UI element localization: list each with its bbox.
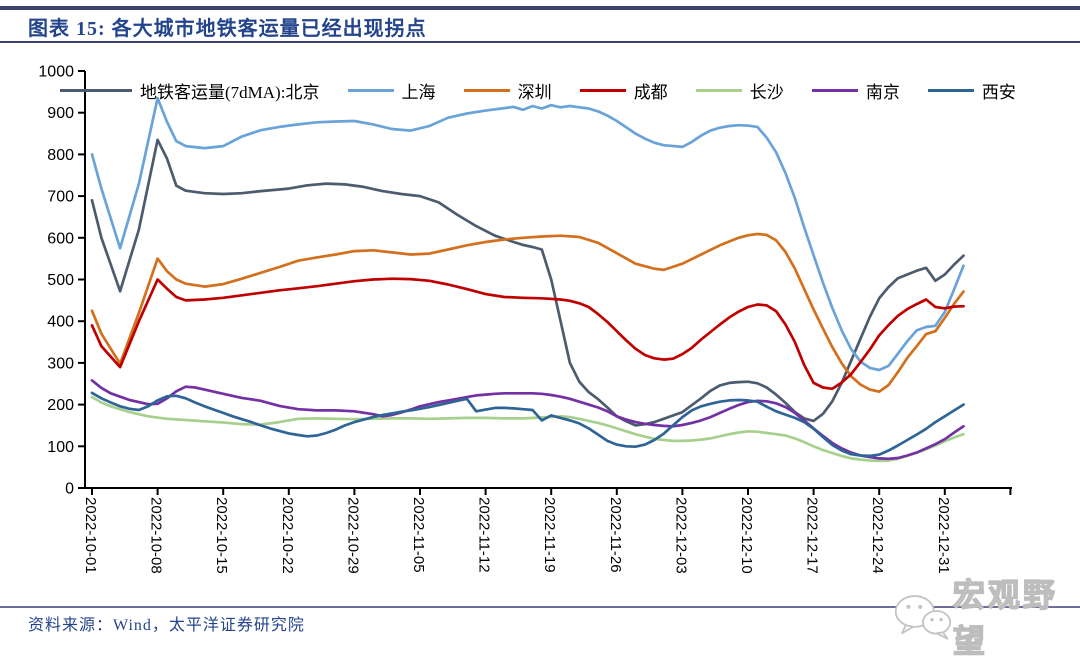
legend-label-changsha: 长沙 <box>749 83 784 102</box>
y-tick-label: 100 <box>47 439 74 456</box>
x-tick-label: 2022-11-12 <box>476 497 493 573</box>
series-line-xian <box>90 391 965 458</box>
x-tick-label: 2022-10-29 <box>344 497 361 574</box>
page-title: 图表 15: 各大城市地铁客运量已经出现拐点 <box>28 18 427 40</box>
series-line-shanghai <box>90 96 965 372</box>
watermark-text: 宏观野望 <box>952 576 1058 659</box>
x-tick-label: 2022-11-05 <box>410 497 427 573</box>
legend-item-changsha: 长沙 <box>695 78 784 103</box>
legend-label-shenzhen: 深圳 <box>517 83 552 102</box>
x-tick-label: 2022-12-24 <box>869 497 886 574</box>
x-tick-label: 2022-10-08 <box>148 497 165 574</box>
y-tick-label: 400 <box>47 314 74 331</box>
legend-item-chengdu: 成都 <box>579 78 668 103</box>
series-line-nanjing <box>90 379 965 461</box>
x-tick-label: 2022-12-03 <box>672 497 689 574</box>
y-tick-label: 200 <box>47 397 74 414</box>
x-tick-label: 2022-10-15 <box>213 497 230 574</box>
legend-swatch-shanghai <box>347 89 394 92</box>
y-tick-label: 800 <box>47 147 74 164</box>
y-tick-label: 600 <box>47 230 74 247</box>
legend-swatch-chengdu <box>579 89 626 92</box>
x-tick-label: 2022-12-31 <box>935 497 952 574</box>
legend-swatch-xian <box>927 89 974 92</box>
series-line-shenzhen <box>90 232 965 394</box>
x-tick-label: 2022-10-01 <box>82 497 99 574</box>
series-line-changsha <box>90 395 965 463</box>
source-note: 资料来源：Wind，太平洋证券研究院 <box>28 617 305 634</box>
title-rule <box>0 41 1080 43</box>
legend-item-xian: 西安 <box>927 78 1016 103</box>
bottom-rule <box>0 606 1080 608</box>
watermark: 宏观野望 <box>893 570 1080 662</box>
legend-swatch-shenzhen <box>463 89 510 92</box>
legend-label-nanjing: 南京 <box>865 83 900 102</box>
legend-label-shanghai: 上海 <box>401 83 436 102</box>
y-tick-label: 1000 <box>38 64 74 81</box>
y-tick-label: 700 <box>47 189 74 206</box>
legend-swatch-nanjing <box>811 89 858 92</box>
x-tick-label: 2022-11-19 <box>541 497 558 573</box>
series-line-chengdu <box>90 277 965 391</box>
legend-label-beijing: 地铁客运量(7dMA):北京 <box>140 83 320 102</box>
legend-item-nanjing: 南京 <box>811 78 900 103</box>
legend-item-shanghai: 上海 <box>347 78 436 103</box>
legend-item-shenzhen: 深圳 <box>463 78 552 103</box>
x-tick-label: 2022-12-17 <box>804 497 821 574</box>
legend-label-xian: 西安 <box>981 83 1016 102</box>
axes <box>84 71 1012 489</box>
chart-legend: 地铁客运量(7dMA):北京 上海 深圳 成都 长沙 南京 西安 <box>60 78 1016 103</box>
y-tick-label: 500 <box>47 272 74 289</box>
wechat-icon <box>894 595 952 640</box>
line-chart: 0 100 200 300 400 500 600 700 800 900 1000 2022-10-… <box>38 64 1012 574</box>
legend-item-beijing: 地铁客运量(7dMA):北京 <box>60 78 319 103</box>
x-tick-label: 2022-10-22 <box>279 497 296 574</box>
x-tick-label: 2022-12-10 <box>738 497 755 574</box>
legend-swatch-changsha <box>695 89 742 92</box>
legend-label-chengdu: 成都 <box>633 83 668 102</box>
y-tick-label: 900 <box>47 105 74 122</box>
y-tick-label: 300 <box>47 355 74 372</box>
legend-swatch-beijing <box>60 89 132 92</box>
x-tick-label: 2022-11-26 <box>607 497 624 573</box>
series-line-beijing <box>90 138 965 427</box>
top-rule <box>0 6 1080 10</box>
y-tick-label: 0 <box>65 481 74 498</box>
